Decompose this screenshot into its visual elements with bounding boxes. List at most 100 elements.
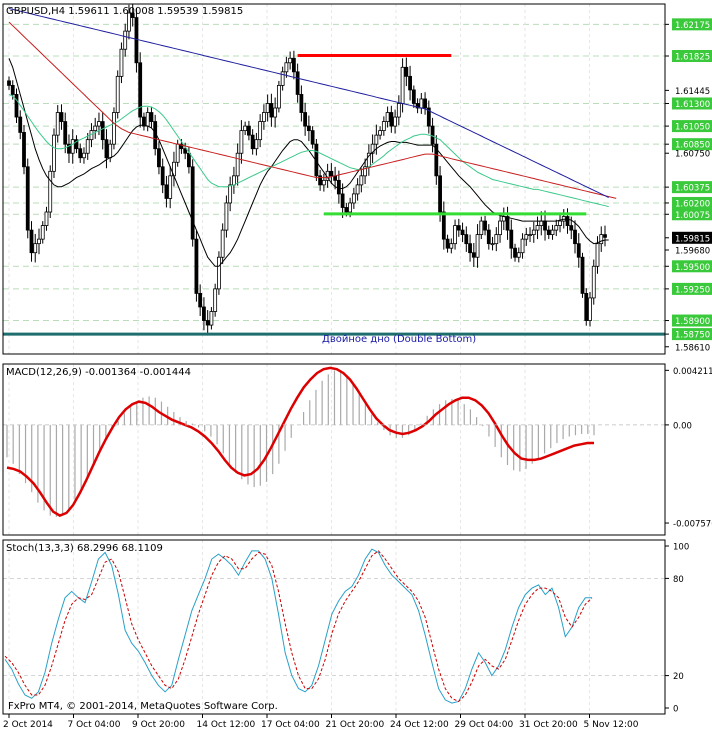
candle-body-bull — [213, 288, 218, 312]
candle-body-bull — [37, 238, 41, 245]
candle-body-bear — [543, 220, 547, 231]
price-tick-label: 1.59500 — [675, 263, 710, 273]
candlestick — [411, 85, 416, 108]
candlestick — [48, 165, 53, 218]
price-label-bg — [672, 138, 712, 151]
candle-body-bear — [513, 247, 517, 258]
candles — [7, 4, 607, 336]
candlestick — [584, 288, 589, 326]
moving-average-line — [8, 21, 617, 199]
candle-body-bull — [123, 30, 128, 50]
candlestick — [453, 219, 457, 250]
candle-body-bull — [393, 116, 397, 127]
candlestick — [220, 223, 225, 264]
candlestick — [381, 116, 386, 136]
candlestick — [217, 251, 221, 295]
candlestick — [258, 114, 263, 148]
price-tick-label: 1.58610 — [675, 343, 710, 353]
candle-body-bull — [261, 112, 266, 122]
candle-body-bull — [209, 311, 214, 326]
candle-body-bear — [306, 125, 311, 132]
price-label: 1.58750 — [665, 328, 712, 341]
time-tick-label: 24 Oct 12:00 — [390, 720, 449, 730]
candlestick — [288, 51, 293, 70]
candlestick — [498, 212, 502, 243]
candle-body-bear — [303, 112, 308, 127]
candlestick — [82, 147, 86, 164]
stoch-tick-label: 100 — [673, 543, 689, 553]
candlestick — [441, 201, 446, 250]
candlestick — [130, 4, 135, 27]
candle-body-bear — [142, 116, 146, 127]
price-label: 1.61445 — [665, 87, 710, 97]
candlestick — [93, 117, 98, 139]
candle-body-bear — [464, 234, 469, 245]
candlestick — [531, 221, 536, 243]
price-label: 1.59500 — [665, 260, 712, 273]
candlestick — [202, 297, 206, 331]
candlestick — [33, 233, 38, 263]
candlestick — [25, 158, 30, 239]
stoch-tick-label: 80 — [673, 575, 684, 585]
candle-body-bull — [588, 297, 592, 321]
price-label-bg — [672, 18, 712, 31]
candle-body-bear — [78, 148, 83, 159]
candle-body-bear — [205, 320, 210, 326]
candle-body-bull — [108, 143, 113, 159]
stochastic-panel: 100 80 20 0 — [3, 543, 689, 715]
candle-body-bull — [258, 121, 263, 141]
level-lines — [3, 54, 665, 336]
candle-body-bear — [295, 71, 300, 95]
macd-panel-frame — [2, 363, 666, 536]
candle-body-bull — [363, 166, 368, 177]
candlestick — [479, 216, 484, 240]
candle-body-bear — [426, 107, 431, 127]
candlestick — [434, 135, 439, 185]
candlestick — [494, 227, 499, 252]
candle-body-bear — [505, 216, 510, 231]
candlestick — [134, 7, 139, 73]
candle-body-bull — [381, 121, 386, 132]
price-label: 1.60850 — [665, 138, 712, 151]
candlestick — [558, 214, 562, 233]
candle-body-bull — [93, 125, 98, 132]
candle-body-bull — [449, 243, 454, 249]
price-label-bg — [672, 208, 712, 221]
candle-body-bull — [378, 130, 382, 136]
macd-tick-label: -0.007576 — [673, 520, 712, 530]
price-label: 1.58610 — [665, 343, 710, 353]
candle-body-bull — [224, 202, 229, 231]
candle-body-bull — [232, 175, 236, 186]
price-label-bg — [672, 97, 712, 110]
candle-body-bear — [130, 12, 135, 18]
candlestick — [535, 216, 540, 240]
candlestick — [142, 112, 146, 131]
price-tick-label: 1.61050 — [675, 123, 710, 133]
price-label: 1.61300 — [665, 97, 712, 110]
candle-body-bull — [591, 265, 596, 299]
candle-body-bull — [97, 121, 101, 127]
copyright-text: FxPro MT4, © 2001-2014, MetaQuotes Softw… — [8, 701, 278, 712]
candle-body-bear — [483, 220, 487, 231]
candlestick — [475, 224, 480, 268]
candlestick — [160, 158, 165, 194]
candlestick — [486, 224, 491, 250]
candle-body-bear — [246, 125, 251, 136]
candle-body-bear — [329, 170, 334, 177]
price-label-bg — [672, 260, 712, 273]
candlestick — [591, 259, 596, 305]
candlestick — [490, 236, 495, 251]
candle-body-bull — [400, 66, 405, 104]
candlestick — [100, 111, 105, 150]
candlestick — [209, 307, 214, 330]
candle-body-bull — [52, 134, 56, 172]
candle-body-bear — [336, 179, 341, 195]
candlestick — [29, 221, 34, 262]
candlestick — [378, 126, 382, 140]
candle-body-bull — [115, 75, 120, 113]
candle-body-bull — [254, 139, 259, 150]
price-tick-label: 1.60375 — [675, 184, 710, 194]
candle-body-bear — [194, 238, 199, 294]
candle-body-bull — [494, 234, 499, 245]
candlestick — [599, 226, 604, 252]
